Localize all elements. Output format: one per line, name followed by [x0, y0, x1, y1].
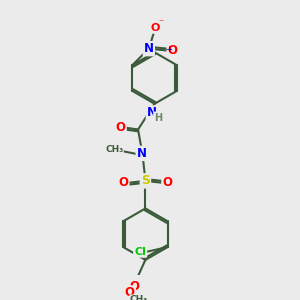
Text: N: N: [147, 106, 157, 119]
Text: N: N: [137, 147, 147, 160]
Text: Cl: Cl: [134, 247, 146, 256]
Text: ⁻: ⁻: [158, 18, 164, 28]
Text: CH₃: CH₃: [130, 295, 148, 300]
Text: O: O: [116, 121, 126, 134]
Text: O: O: [168, 44, 178, 57]
Text: N: N: [144, 42, 154, 55]
Text: S: S: [141, 174, 150, 188]
Text: O: O: [151, 22, 160, 32]
Text: +: +: [166, 45, 172, 54]
Text: CH₃: CH₃: [105, 145, 123, 154]
Text: H: H: [154, 112, 162, 122]
Text: O: O: [129, 280, 140, 293]
Text: O: O: [118, 176, 128, 189]
Text: O: O: [125, 286, 135, 299]
Text: O: O: [162, 176, 172, 189]
